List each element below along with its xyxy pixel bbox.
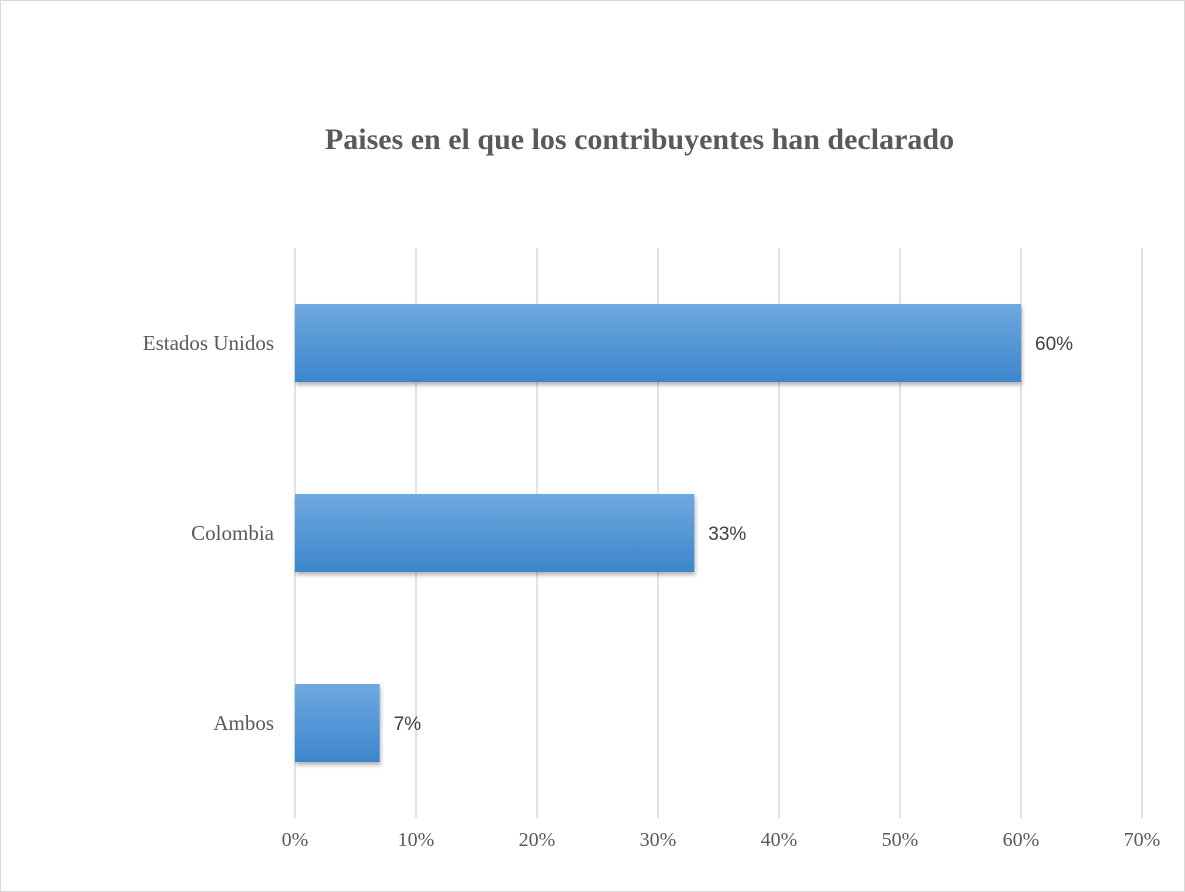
x-tick-label: 0% <box>282 829 309 851</box>
category-label: Colombia <box>191 521 275 545</box>
bars <box>295 304 1021 762</box>
bar <box>295 684 380 762</box>
x-tick-label: 70% <box>1124 829 1161 851</box>
x-tick-label: 10% <box>398 829 435 851</box>
x-tick-label: 50% <box>882 829 919 851</box>
x-tick-label: 40% <box>761 829 798 851</box>
category-label: Ambos <box>213 711 274 735</box>
data-labels: 60% 33% 7% <box>394 334 1073 735</box>
x-tick-label: 30% <box>640 829 677 851</box>
x-tick-label: 60% <box>1003 829 1040 851</box>
category-labels: Estados Unidos Colombia Ambos <box>143 331 275 735</box>
bar <box>295 494 695 572</box>
x-tick-label: 20% <box>519 829 556 851</box>
x-tick-labels: 0% 10% 20% 30% 40% 50% 60% 70% <box>282 829 1161 851</box>
chart-title: Paises en el que los contribuyentes han … <box>324 123 955 156</box>
bar <box>295 304 1021 382</box>
data-label: 60% <box>1035 334 1073 355</box>
data-label: 33% <box>708 524 746 545</box>
category-label: Estados Unidos <box>143 331 274 355</box>
data-label: 7% <box>394 714 422 735</box>
